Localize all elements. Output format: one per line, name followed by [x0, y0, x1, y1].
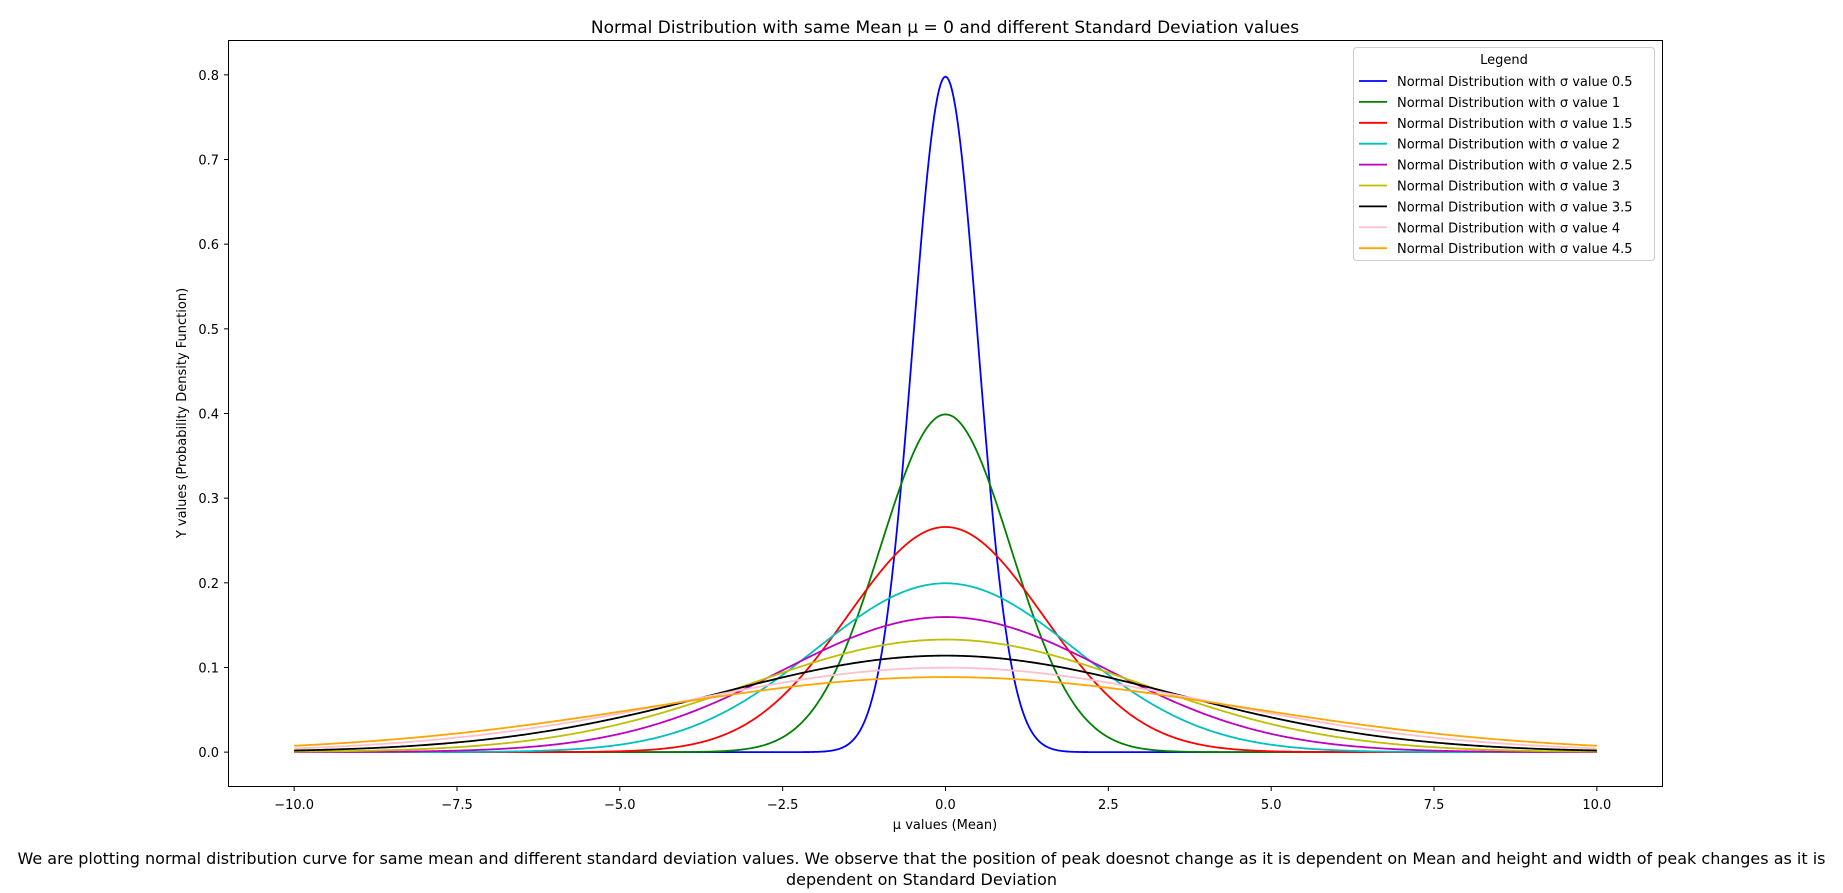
y-tick-label: 0.7	[198, 154, 219, 169]
curve-sigma-2-5	[294, 616, 1597, 753]
y-tick-label: 0.0	[198, 746, 219, 761]
y-axis: 0.0 0.1 0.2 0.3 0.4 0.5 0.6 0.7 0.8	[198, 69, 229, 761]
x-axis: −10.0 −7.5 −5.0 −2.5 0.0 2.5 5.0 7.5 10.0	[274, 786, 1611, 813]
y-tick-label: 0.6	[198, 238, 219, 253]
legend-label: Normal Distribution with σ value 0.5	[1397, 75, 1633, 90]
legend-label: Normal Distribution with σ value 2	[1397, 138, 1620, 153]
y-tick-label: 0.4	[198, 408, 219, 423]
legend-entries: Normal Distribution with σ value 0.5 Norm…	[1359, 75, 1633, 257]
x-tick-label: 5.0	[1261, 798, 1282, 813]
curves-layer	[294, 75, 1597, 754]
x-tick-label: −2.5	[767, 798, 799, 813]
legend-label: Normal Distribution with σ value 3.5	[1397, 200, 1633, 215]
y-tick-label: 0.5	[198, 323, 219, 338]
legend-label: Normal Distribution with σ value 2.5	[1397, 159, 1633, 174]
curve-sigma-3	[294, 638, 1597, 753]
x-tick-label: 7.5	[1424, 798, 1445, 813]
chart-title: Normal Distribution with same Mean μ = 0…	[591, 18, 1299, 38]
curve-sigma-4	[294, 666, 1597, 750]
x-tick-label: −7.5	[441, 798, 473, 813]
x-tick-label: −5.0	[604, 798, 636, 813]
legend-label: Normal Distribution with σ value 1	[1397, 96, 1620, 111]
curve-sigma-4-5	[294, 676, 1597, 747]
x-tick-label: 0.0	[935, 798, 956, 813]
curve-sigma-3-5	[294, 654, 1597, 752]
x-tick-label: 2.5	[1098, 798, 1119, 813]
legend-title: Legend	[1480, 53, 1528, 68]
figure-caption: We are plotting normal distribution curv…	[17, 849, 1826, 889]
legend-label: Normal Distribution with σ value 3	[1397, 180, 1620, 195]
legend-label: Normal Distribution with σ value 4	[1397, 221, 1620, 236]
x-axis-label: μ values (Mean)	[893, 818, 997, 833]
y-axis-label: Y values (Probability Density Function)	[175, 288, 190, 539]
curve-sigma-2	[294, 582, 1597, 754]
x-tick-label: −10.0	[274, 798, 314, 813]
legend: Legend Normal Distribution with σ value …	[1353, 47, 1655, 261]
legend-label: Normal Distribution with σ value 4.5	[1397, 242, 1633, 257]
y-tick-label: 0.2	[198, 577, 219, 592]
legend-label: Normal Distribution with σ value 1.5	[1397, 117, 1633, 132]
y-tick-label: 0.1	[198, 661, 219, 676]
y-tick-label: 0.3	[198, 492, 219, 507]
legend-box	[1353, 47, 1655, 261]
y-tick-label: 0.8	[198, 69, 219, 84]
x-tick-label: 10.0	[1582, 798, 1611, 813]
